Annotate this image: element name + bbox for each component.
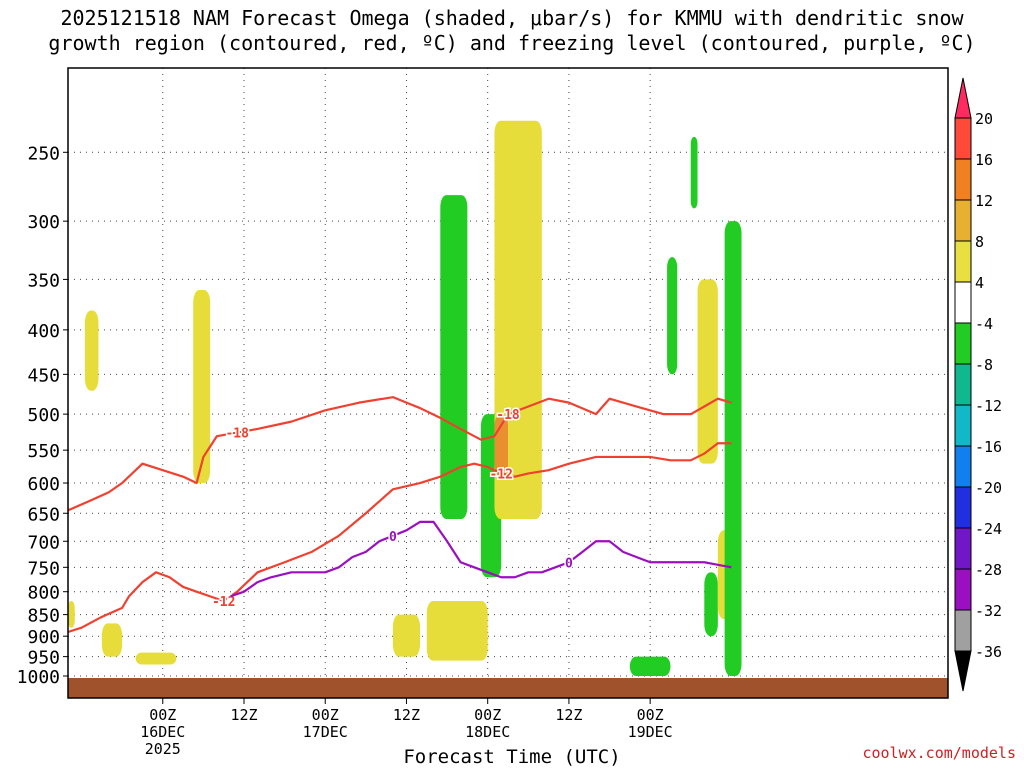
colorbar-label: -32 xyxy=(975,602,1002,620)
terrain-band xyxy=(68,678,948,698)
y-tick-label: 950 xyxy=(27,648,60,669)
colorbar-label: -4 xyxy=(975,315,993,333)
x-tick-label: 00Z xyxy=(637,706,664,724)
x-tick-label: 00Z xyxy=(312,706,339,724)
colorbar-box xyxy=(954,609,972,652)
contour-label: -18 xyxy=(225,427,249,442)
plot-frame xyxy=(67,67,949,699)
colorbar-label: 20 xyxy=(975,110,993,128)
colorbar-box xyxy=(954,527,972,570)
colorbar-box xyxy=(954,322,972,365)
colorbar-box xyxy=(954,158,972,201)
y-tick-label: 550 xyxy=(27,441,60,462)
omega-region-green xyxy=(690,136,698,209)
y-tick-label: 300 xyxy=(27,212,60,233)
x-tick-date: 18DEC xyxy=(465,723,510,741)
contour-dgz-minus12 xyxy=(68,442,732,634)
contour-label: -12 xyxy=(489,467,512,482)
omega-region-yellow xyxy=(101,623,123,657)
x-tick-date: 17DEC xyxy=(303,723,348,741)
colorbar-label: -20 xyxy=(975,479,1002,497)
omega-region-green xyxy=(629,656,671,676)
colorbar-box xyxy=(954,486,972,529)
x-tick-label: 00Z xyxy=(474,706,501,724)
colorbar-box xyxy=(954,404,972,447)
plot-area: -18 -18 -12 -12 0 0 xyxy=(67,67,949,699)
contour-label: -12 xyxy=(212,595,235,610)
y-tick-label: 1000 xyxy=(17,667,60,688)
colorbar-box xyxy=(954,240,972,283)
x-tick-label: 12Z xyxy=(230,706,257,724)
omega-region-green xyxy=(667,257,678,375)
colorbar-label: -36 xyxy=(975,643,1002,661)
y-tick-label: 400 xyxy=(27,321,60,342)
omega-region-green xyxy=(704,572,718,637)
colorbar-top-arrow xyxy=(954,77,972,119)
title-line-1: 2025121518 NAM Forecast Omega (shaded, μ… xyxy=(60,6,964,30)
colorbar-bottom-arrow xyxy=(954,650,972,692)
omega-region-yellow xyxy=(68,601,75,628)
omega-region-yellow xyxy=(84,310,99,391)
y-tick-label: 350 xyxy=(27,270,60,291)
colorbar-label: 16 xyxy=(975,151,993,169)
colorbar-label: -24 xyxy=(975,520,1002,538)
colorbar-label: 8 xyxy=(975,233,984,251)
omega-region-green xyxy=(724,221,742,676)
omega-region-yellow xyxy=(697,279,718,464)
contour-dgz-minus18 xyxy=(68,396,732,512)
y-tick-label: 650 xyxy=(27,504,60,525)
colorbar-label: 4 xyxy=(975,274,984,292)
y-tick-label: 700 xyxy=(27,532,60,553)
omega-region-yellow xyxy=(193,290,211,484)
title-line-2: growth region (contoured, red, ºC) and f… xyxy=(48,31,976,55)
colorbar-box xyxy=(954,199,972,242)
colorbar-label: -16 xyxy=(975,438,1002,456)
x-tick-date: 16DEC xyxy=(140,723,185,741)
x-axis-label: Forecast Time (UTC) xyxy=(403,746,621,768)
chart-title: 2025121518 NAM Forecast Omega (shaded, μ… xyxy=(0,6,1024,56)
colorbar-box xyxy=(954,568,972,611)
y-tick-label: 900 xyxy=(27,627,60,648)
x-tick-date: 19DEC xyxy=(628,723,673,741)
y-tick-label: 850 xyxy=(27,606,60,627)
colorbar-box xyxy=(954,117,972,160)
plot-inner: -18 -18 -12 -12 0 0 xyxy=(68,68,948,698)
y-tick-label: 600 xyxy=(27,474,60,495)
colorbar-label: -8 xyxy=(975,356,993,374)
colorbar-label: -12 xyxy=(975,397,1002,415)
colorbar-box xyxy=(954,445,972,488)
omega-region-yellow xyxy=(426,601,488,661)
omega-region-yellow xyxy=(135,652,177,665)
colorbar: 20 16 12 8 4 -4 -8 -12 -16 -20 -24 -28 -32 -36 xyxy=(954,77,1002,692)
contour-freezing-level xyxy=(230,520,732,598)
x-tick-label: 12Z xyxy=(393,706,420,724)
omega-region-green xyxy=(440,195,468,520)
y-tick-label: 250 xyxy=(27,143,60,164)
omega-region-yellow xyxy=(392,614,420,657)
credit-text: coolwx.com/models xyxy=(862,744,1016,762)
colorbar-label: -28 xyxy=(975,561,1002,579)
colorbar-label: 12 xyxy=(975,192,993,210)
contour-label: 0 xyxy=(389,530,397,545)
x-tick-label: 00Z xyxy=(149,706,176,724)
x-tick-label: 12Z xyxy=(555,706,582,724)
contour-label: 0 xyxy=(565,556,573,571)
y-axis: 2503003504004505005506006507007508008509… xyxy=(17,143,68,688)
colorbar-box xyxy=(954,363,972,406)
y-tick-label: 450 xyxy=(27,365,60,386)
contour-label: -18 xyxy=(496,408,520,423)
y-tick-label: 500 xyxy=(27,405,60,426)
y-tick-label: 800 xyxy=(27,583,60,604)
y-tick-label: 750 xyxy=(27,558,60,579)
x-tick-year: 2025 xyxy=(145,740,181,758)
colorbar-box xyxy=(954,281,972,324)
